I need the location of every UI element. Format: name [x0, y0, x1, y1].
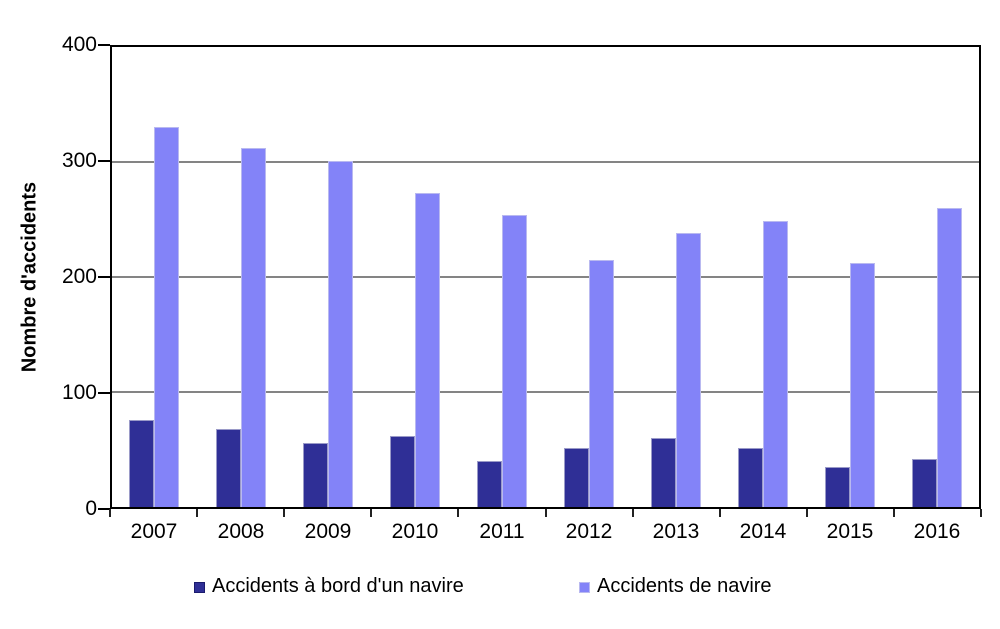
- y-tick-label-0: 0: [85, 497, 97, 520]
- x-tick-label-2015: 2015: [826, 520, 874, 543]
- bar-ship-2016: [937, 208, 962, 507]
- legend-swatch-accidents-a-bord: [194, 581, 205, 593]
- gridline-300: [112, 161, 979, 163]
- bar-ship-2012: [589, 260, 614, 507]
- x-tick-label-2012: 2012: [565, 520, 613, 543]
- legend-label-accidents-a-bord: Accidents à bord d'un navire: [212, 575, 464, 597]
- x-tick-label-2013: 2013: [652, 520, 700, 543]
- y-tick-label-400: 400: [61, 33, 97, 56]
- plot-area: [110, 45, 981, 509]
- bar-aboard-2010: [390, 436, 415, 507]
- bar-aboard-2013: [651, 438, 676, 507]
- y-tick-label-200: 200: [61, 265, 97, 288]
- bar-ship-2015: [850, 263, 875, 507]
- y-tick-mark-300: [98, 160, 110, 162]
- bar-aboard-2009: [303, 443, 328, 507]
- x-tick-label-2010: 2010: [391, 520, 439, 543]
- x-tick-label-2007: 2007: [130, 520, 178, 543]
- bar-ship-2008: [241, 148, 266, 507]
- y-tick-mark-200: [98, 276, 110, 278]
- legend-item-accidents-a-bord: Accidents à bord d'un navire: [194, 575, 464, 598]
- x-tick-mark-0: [109, 509, 111, 517]
- x-tick-mark-5: [545, 509, 547, 517]
- x-tick-label-2008: 2008: [217, 520, 265, 543]
- y-tick-label-300: 300: [61, 149, 97, 172]
- bar-aboard-2014: [738, 448, 763, 507]
- x-tick-mark-6: [632, 509, 634, 517]
- x-tick-label-2014: 2014: [739, 520, 787, 543]
- legend-label-accidents-de-navire: Accidents de navire: [597, 575, 772, 597]
- bar-ship-2011: [502, 215, 527, 507]
- bar-ship-2009: [328, 161, 353, 507]
- x-tick-mark-4: [457, 509, 459, 517]
- x-tick-mark-10: [980, 509, 982, 517]
- y-tick-mark-400: [98, 44, 110, 46]
- bar-ship-2010: [415, 193, 440, 507]
- bar-aboard-2007: [129, 420, 154, 507]
- x-tick-label-2016: 2016: [913, 520, 961, 543]
- gridline-100: [112, 391, 979, 393]
- legend-item-accidents-de-navire: Accidents de navire: [579, 575, 772, 598]
- x-tick-mark-1: [196, 509, 198, 517]
- bar-ship-2013: [676, 233, 701, 507]
- gridline-200: [112, 276, 979, 278]
- bar-ship-2007: [154, 127, 179, 507]
- y-tick-mark-0: [98, 508, 110, 510]
- y-tick-mark-100: [98, 392, 110, 394]
- x-tick-mark-3: [370, 509, 372, 517]
- legend-swatch-accidents-de-navire: [579, 581, 590, 593]
- x-tick-label-2011: 2011: [479, 520, 525, 543]
- x-tick-mark-2: [283, 509, 285, 517]
- y-tick-label-100: 100: [61, 381, 97, 404]
- bar-aboard-2011: [477, 461, 502, 507]
- bar-ship-2014: [763, 221, 788, 507]
- bar-aboard-2008: [216, 429, 241, 507]
- x-tick-label-2009: 2009: [304, 520, 352, 543]
- x-tick-mark-9: [893, 509, 895, 517]
- bar-aboard-2012: [564, 448, 589, 507]
- x-tick-mark-7: [719, 509, 721, 517]
- bar-aboard-2016: [912, 459, 937, 507]
- x-tick-mark-8: [806, 509, 808, 517]
- bar-aboard-2015: [825, 467, 850, 507]
